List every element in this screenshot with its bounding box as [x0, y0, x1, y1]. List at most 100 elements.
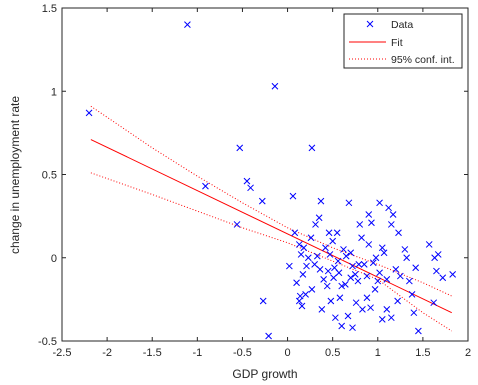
data-point: [351, 271, 359, 278]
y-tick-label: 1.5: [42, 3, 57, 15]
data-point: [387, 314, 395, 322]
y-tick-label: 1: [51, 86, 57, 98]
data-point: [299, 271, 307, 278]
data-point: [433, 267, 440, 275]
data-point: [415, 327, 422, 335]
data-point: [308, 144, 316, 152]
data-point: [354, 277, 362, 285]
data-point: [408, 291, 416, 298]
data-point: [401, 246, 409, 253]
confidence-interval-lines: [90, 105, 453, 332]
data-point: [378, 244, 386, 252]
data-point: [410, 309, 418, 317]
x-tick-label: 1.5: [415, 347, 430, 359]
data-point: [293, 279, 300, 287]
data-point: [449, 271, 457, 278]
data-point: [372, 254, 380, 262]
data-point: [202, 182, 209, 190]
data-point: [330, 274, 337, 282]
data-point: [342, 252, 350, 260]
data-point: [403, 254, 411, 262]
data-point: [347, 274, 355, 282]
data-point: [360, 261, 368, 268]
data-point: [289, 192, 297, 200]
data-point: [395, 229, 402, 237]
data-point: [324, 267, 332, 275]
data-point: [406, 277, 413, 285]
data-point: [322, 244, 329, 252]
data-point: [363, 272, 371, 280]
data-point: [332, 314, 339, 322]
legend-label-ci: 95% conf. int.: [391, 54, 455, 66]
data-point: [286, 262, 293, 270]
data-point: [434, 251, 442, 258]
x-tick-label: -1: [192, 347, 202, 359]
data-point: [385, 204, 392, 212]
fit-line: [90, 139, 452, 314]
confidence-interval-line: [90, 105, 452, 297]
data-point: [338, 322, 346, 330]
data-point: [233, 221, 241, 228]
data-point: [298, 302, 306, 310]
y-axis-ticks: -0.5 0 0.5 1 1.5: [38, 3, 468, 348]
fit-line-group: [90, 139, 452, 314]
data-point: [345, 199, 353, 207]
x-tick-label: -1.5: [143, 347, 162, 359]
legend: Data Fit 95% conf. int.: [343, 13, 463, 69]
x-tick-label: -2.5: [53, 347, 72, 359]
data-point: [265, 332, 272, 340]
data-point: [347, 249, 355, 257]
data-point: [291, 229, 299, 237]
data-point: [425, 241, 433, 248]
data-point: [307, 234, 315, 242]
data-point: [380, 249, 388, 257]
data-point: [335, 269, 343, 277]
legend-data-marker: [366, 20, 374, 28]
data-point: [368, 219, 375, 227]
data-point: [367, 304, 374, 312]
data-point: [336, 294, 344, 302]
data-point: [325, 229, 333, 237]
data-point: [349, 262, 356, 270]
data-point: [327, 297, 335, 305]
data-point: [236, 144, 244, 152]
data-point: [313, 252, 321, 260]
data-point: [412, 264, 420, 272]
data-point: [439, 274, 447, 282]
data-point: [303, 262, 310, 270]
data-point: [308, 286, 316, 293]
x-axis-ticks: -2.5 -2 -1.5 -1 -0.5 0 0.5 1 1.5 2: [53, 8, 471, 359]
data-point: [352, 299, 360, 307]
data-point: [355, 261, 363, 268]
data-point: [329, 237, 337, 245]
data-point: [243, 177, 251, 185]
data-point: [365, 241, 373, 248]
data-point: [317, 197, 325, 205]
data-point: [341, 281, 349, 288]
data-point: [369, 259, 377, 267]
data-point: [394, 297, 401, 305]
data-point: [247, 184, 254, 192]
data-point: [383, 306, 391, 313]
x-tick-label: 0: [284, 347, 290, 359]
y-tick-label: 0: [51, 253, 57, 265]
data-point: [376, 199, 383, 207]
data-point: [378, 316, 386, 323]
data-point: [295, 241, 303, 248]
x-tick-label: 1: [375, 347, 381, 359]
data-point: [304, 254, 312, 262]
data-point: [344, 312, 352, 320]
data-point: [374, 277, 382, 285]
legend-label-fit: Fit: [391, 37, 403, 49]
data-point: [363, 294, 371, 302]
data-point: [340, 246, 347, 253]
legend-box: [343, 13, 463, 69]
data-point: [271, 82, 279, 90]
legend-label-data: Data: [391, 19, 413, 31]
data-point: [356, 221, 364, 228]
data-point: [320, 276, 327, 283]
data-point: [334, 257, 342, 265]
data-point: [85, 109, 93, 117]
data-point: [315, 214, 323, 222]
data-point: [333, 229, 341, 237]
